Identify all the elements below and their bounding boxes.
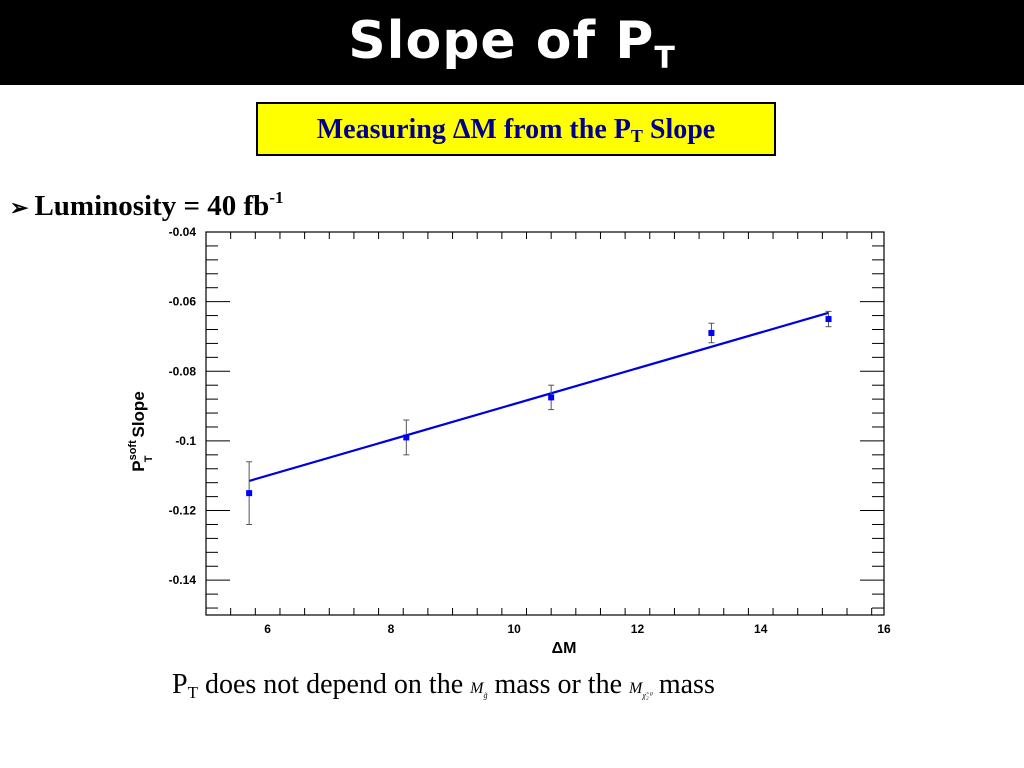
x-tick-label: 10 — [508, 622, 522, 636]
x-tick-label: 12 — [631, 622, 645, 636]
fit-line — [248, 311, 829, 483]
caption-p: P — [172, 669, 188, 700]
title-subscript: T — [654, 41, 676, 76]
y-tick-label: -0.1 — [175, 434, 196, 448]
subtitle-text-2: M from the P — [470, 114, 631, 145]
x-tick-label: 6 — [264, 622, 271, 636]
caption: PT does not depend on the Mg̃ mass or th… — [172, 666, 715, 715]
y-tick-label: -0.12 — [169, 504, 197, 518]
slope-chart: 6 8 10 12 14 16 -0.04 -0.06 -0.08 -0.1 -0.12 -0.14 Δ… — [127, 225, 891, 657]
subtitle-subscript: T — [630, 126, 643, 146]
x-axis-label: ΔM — [552, 640, 577, 657]
y-tick-label: -0.06 — [169, 295, 197, 309]
x-tick-label: 16 — [877, 622, 891, 636]
slide-title: Slope of PT — [0, 6, 1024, 94]
arrow-bullet-icon: ➢ — [10, 195, 29, 220]
bullet-text: Luminosity = 40 fb — [34, 190, 270, 222]
subtitle-text-3: Slope — [642, 114, 716, 145]
caption-text-3: mass — [651, 669, 715, 700]
y-tick-label: -0.14 — [169, 573, 197, 587]
luminosity-bullet: ➢ Luminosity = 40 fb-1 — [10, 180, 283, 226]
x-tick-label: 14 — [754, 622, 768, 636]
caption-text-2: mass or the — [487, 669, 629, 700]
bullet-superscript: -1 — [269, 188, 284, 207]
data-point — [246, 490, 253, 497]
y-tick-label: -0.04 — [169, 225, 197, 239]
data-point — [548, 394, 555, 401]
title-bar — [0, 0, 1024, 85]
x-tick-label: 8 — [388, 622, 395, 636]
neutralino-mass-symbol: Mχ̃₂⁰ — [629, 680, 652, 700]
caption-text-1: does not depend on the — [197, 669, 471, 700]
caption-p-subscript: T — [187, 683, 198, 702]
subtitle-text-1: Measuring — [316, 114, 453, 145]
y-tick-label: -0.08 — [169, 364, 197, 378]
gluino-mass-symbol: Mg̃ — [470, 680, 488, 700]
title-main: Slope of P — [348, 11, 655, 71]
data-point — [708, 329, 715, 336]
delta-symbol: Δ — [452, 114, 471, 145]
plot-frame — [205, 231, 885, 616]
data-point — [403, 434, 410, 441]
data-point — [825, 316, 832, 323]
y-axis-label: Psoft TSlope — [127, 391, 155, 472]
subtitle-box: Measuring ΔM from the PT Slope — [256, 102, 776, 156]
